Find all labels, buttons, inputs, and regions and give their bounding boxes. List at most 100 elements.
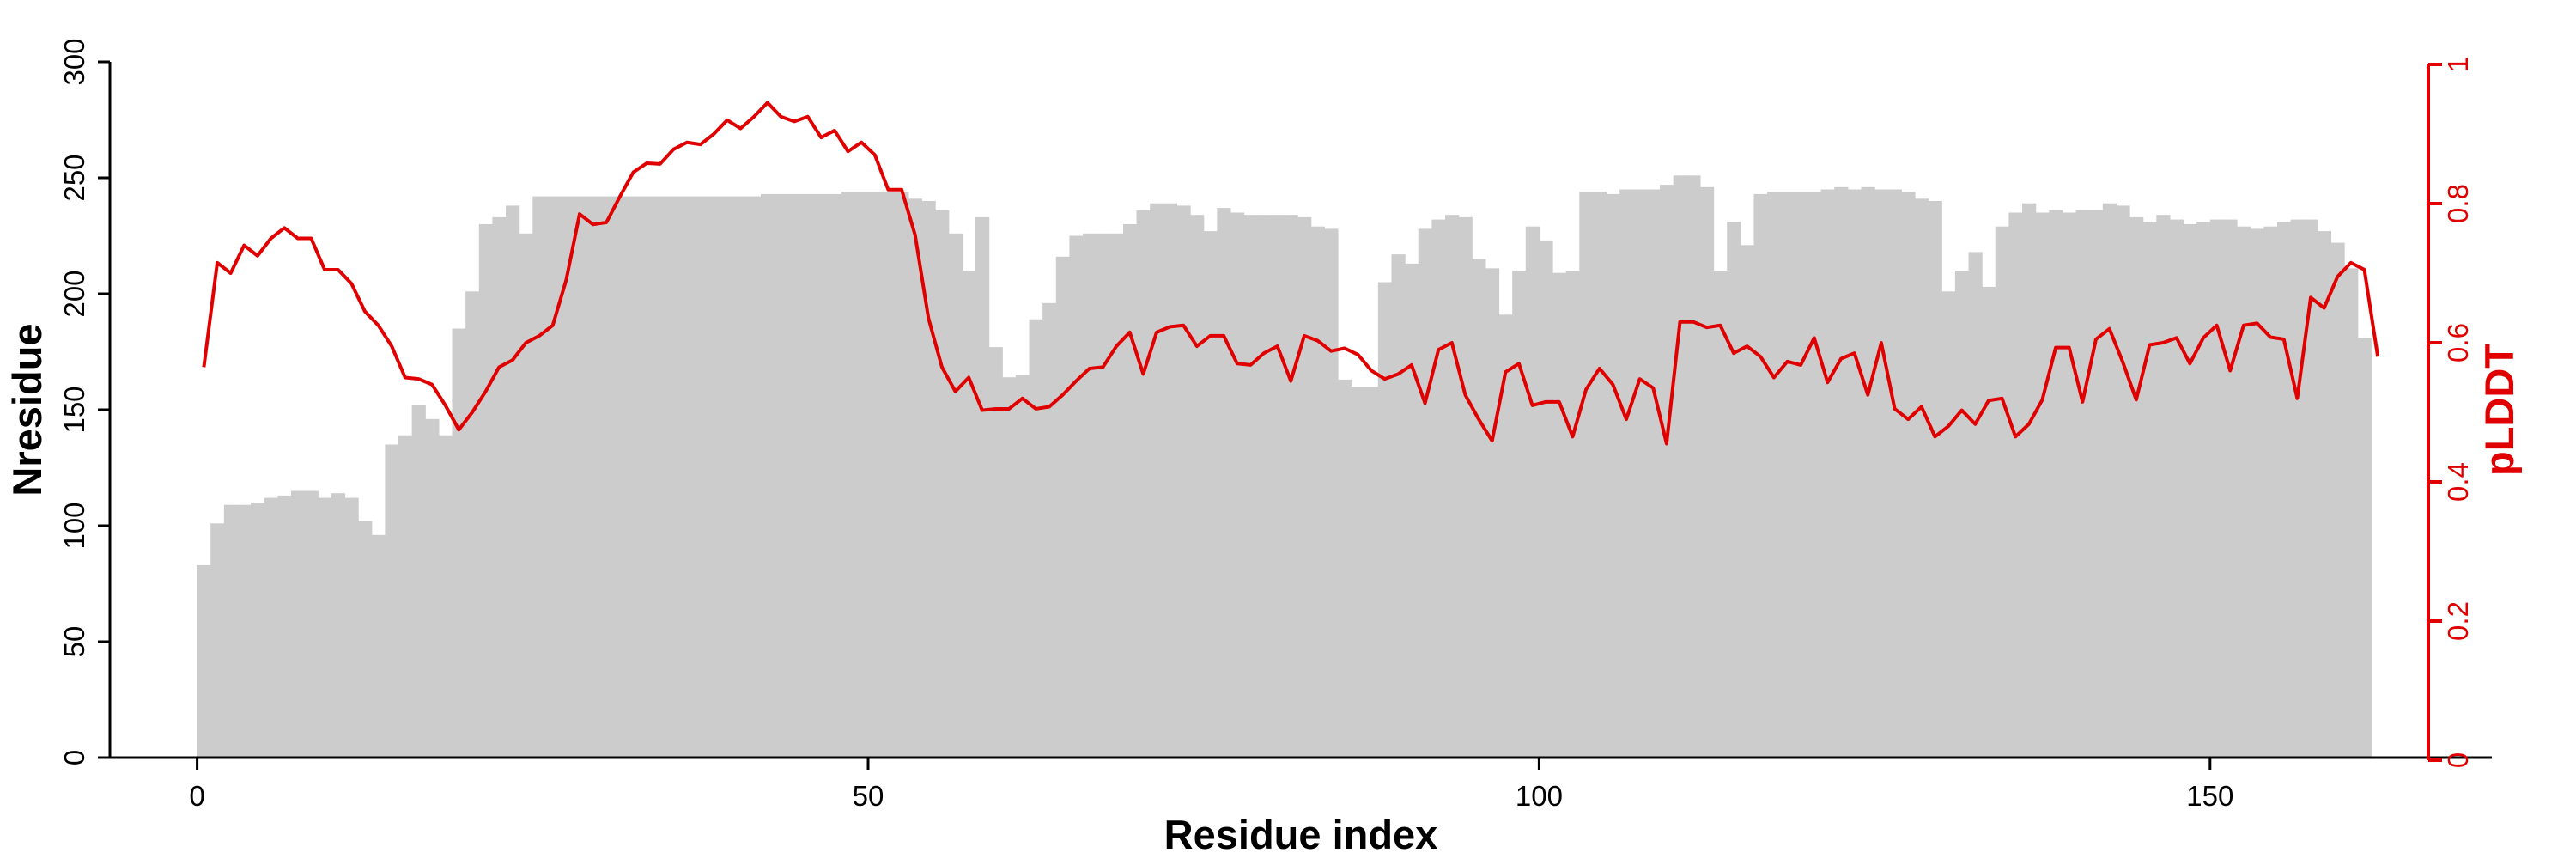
nresidue-bar [1982,286,1996,758]
nresidue-bar [1753,193,1768,758]
right-y-tick-label: 0 [2442,752,2474,768]
nresidue-bar [1230,212,1245,758]
nresidue-bar [197,564,211,758]
nresidue-bar [1136,210,1151,758]
nresidue-bar [1445,215,1460,758]
nresidue-bar [2209,219,2225,758]
nresidue-bar [975,216,990,758]
nresidue-bar [2237,226,2251,758]
line-series-plddt [202,101,2380,446]
nresidue-bar [2250,228,2264,758]
nresidue-bar [2196,222,2211,758]
nresidue-bar [828,193,842,758]
nresidue-bar [586,196,601,758]
nresidue-bar [1150,203,1164,758]
nresidue-bar [1458,216,1473,758]
nresidue-bar [1217,208,1231,758]
nresidue-bar [680,196,695,758]
nresidue-bar [2102,203,2117,758]
nresidue-bar [1431,219,1446,758]
nresidue-bar [1405,263,1419,758]
nresidue-bar [1324,228,1339,758]
left-y-tick-label: 200 [58,270,90,317]
x-tick-label: 100 [1516,780,1563,812]
nresidue-bar [264,497,278,758]
x-tick-label: 150 [2186,780,2233,812]
nresidue-bar [2035,212,2050,758]
nresidue-bar [640,196,654,758]
nresidue-bar [411,405,426,758]
nresidue-bar [1270,215,1285,758]
nresidue-bar [1297,216,1312,758]
nresidue-bar [1861,186,1875,758]
nresidue-bar [2330,242,2345,758]
nresidue-bar [478,224,494,758]
nresidue-bar [774,193,788,758]
nresidue-bar [1472,259,1486,758]
nresidue-bar [2357,338,2372,758]
nresidue-bar [385,444,399,758]
right-y-tick-label: 1 [2442,57,2474,72]
left-y-tick-label: 100 [58,502,90,549]
nresidue-bar [962,271,976,758]
nresidue-bar [290,490,306,758]
nresidue-bar [1874,189,1889,758]
right-y-tick-label: 0.2 [2442,601,2474,641]
nresidue-bar [599,196,614,758]
x-tick-label: 0 [189,780,204,812]
nresidue-bar [1418,228,1432,758]
nresidue-bar [2317,231,2332,758]
nresidue-bar [720,196,735,758]
nresidue-bar [2116,205,2130,758]
nresidue-bar [666,196,681,758]
nresidue-bar [613,196,628,758]
nresidue-bar [2304,219,2318,758]
nresidue-bar [1727,222,1741,758]
nresidue-bar [626,196,641,758]
nresidue-bar [1794,192,1808,758]
nresidue-bar [506,205,520,758]
left-y-axis-title: Nresidue [4,323,50,496]
nresidue-bar [1069,235,1084,758]
nresidue-bar [1847,189,1862,758]
nresidue-bar [438,435,453,758]
nresidue-bar [573,196,587,758]
x-axis-title: Residue index [1164,812,1438,857]
nresidue-bar [707,196,721,758]
nresidue-bar [921,201,936,758]
nresidue-bar [1941,291,1956,758]
nresidue-bar [1619,189,1634,758]
nresidue-bar [1780,192,1795,758]
nresidue-bar [492,216,507,758]
nresidue-bar [2022,203,2037,758]
right-y-tick-label: 0.4 [2442,462,2474,502]
nresidue-bar [1632,189,1648,758]
nresidue-bar [1364,387,1379,758]
nresidue-bar [2075,210,2090,758]
nresidue-bar [935,210,950,758]
nresidue-bar [1203,231,1218,758]
right-y-axis-title: pLDDT [2476,344,2522,476]
nresidue-bar [452,328,466,758]
right-y-axis-ticks: 0 0.2 0.4 0.6 0.8 1 [2428,57,2474,768]
nresidue-bar [2290,219,2305,758]
nresidue-bar [1243,215,1258,758]
nresidue-bar [1820,189,1835,758]
nresidue-bar [1699,186,1715,758]
nresidue-bar [2008,212,2023,758]
nresidue-bar [1834,186,1849,758]
nresidue-bar [1525,226,1540,758]
nresidue-bar [1539,240,1553,758]
nresidue-bar [304,490,319,758]
nresidue-bar [1337,379,1352,758]
left-y-axis-ticks: 0 50 100 150 200 250 300 [58,38,110,765]
nresidue-bar [2156,215,2171,758]
nresidue-bar [1552,272,1567,758]
right-y-tick-label: 0.8 [2442,184,2474,223]
nresidue-bar [1807,192,1822,758]
nresidue-bar [532,196,547,758]
nresidue-bar [2142,222,2157,758]
nresidue-bar [1740,245,1755,758]
bar-series-nresidue [197,175,2372,758]
